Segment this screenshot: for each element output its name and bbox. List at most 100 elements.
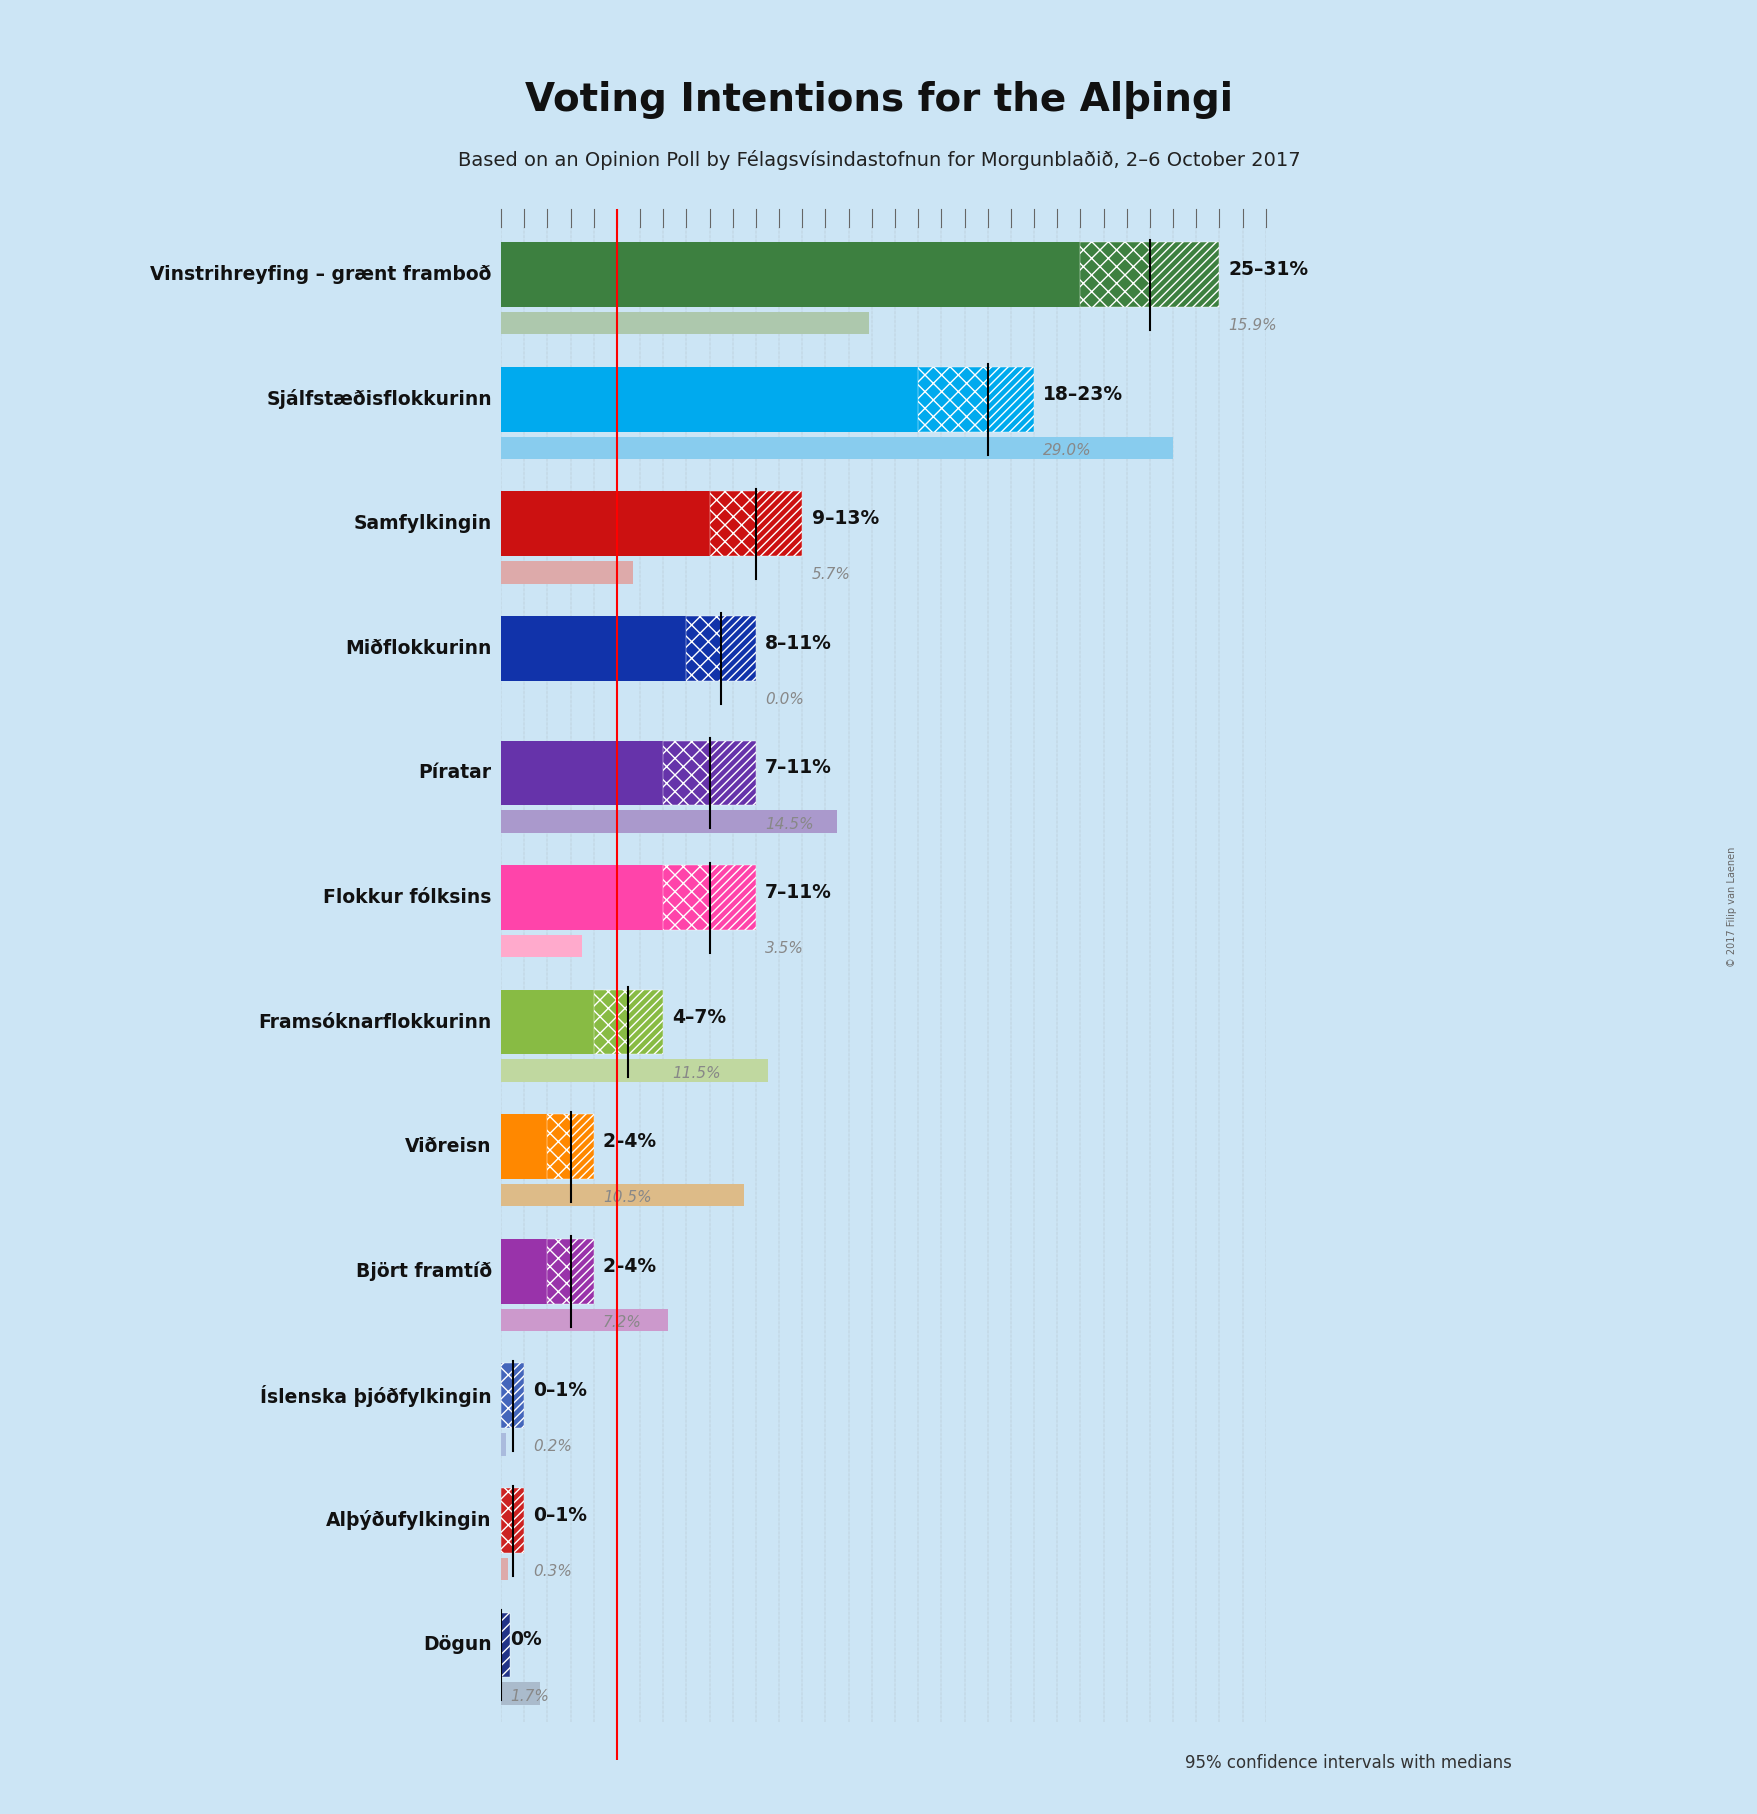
Bar (501, 1613, 510, 1678)
Text: 0.0%: 0.0% (764, 691, 803, 707)
Text: Björt framtíð: Björt framtíð (355, 1261, 492, 1281)
Bar (501, 990, 594, 1054)
Bar (1149, 243, 1219, 307)
Bar (756, 492, 801, 557)
Bar (720, 617, 756, 680)
Text: 2–4%: 2–4% (603, 1132, 657, 1152)
Bar (662, 865, 710, 931)
Text: 7–11%: 7–11% (764, 883, 831, 902)
Text: Framsóknarflokkurinn: Framsóknarflokkurinn (258, 1012, 492, 1032)
Text: 10.5%: 10.5% (603, 1190, 652, 1204)
Text: 4–7%: 4–7% (673, 1007, 726, 1027)
Bar (501, 1308, 668, 1331)
Bar (513, 1487, 524, 1553)
Bar (710, 740, 756, 805)
Bar (594, 990, 629, 1054)
Text: 5.7%: 5.7% (812, 568, 850, 582)
Text: Dögun: Dögun (423, 1636, 492, 1654)
Text: 7–11%: 7–11% (764, 758, 831, 778)
Bar (546, 1114, 571, 1179)
Bar (501, 437, 1172, 459)
Bar (501, 492, 710, 557)
Text: 9–13%: 9–13% (812, 510, 878, 528)
Bar (501, 1114, 546, 1179)
Bar (501, 1558, 508, 1580)
Bar (501, 1433, 506, 1455)
Bar (501, 1185, 743, 1206)
Bar (571, 1114, 594, 1179)
Bar (501, 561, 633, 584)
Bar (513, 1364, 524, 1428)
Bar (594, 990, 629, 1054)
Text: Píratar: Píratar (418, 764, 492, 782)
Text: 18–23%: 18–23% (1042, 385, 1123, 405)
Text: Samfylkingin: Samfylkingin (353, 515, 492, 533)
Bar (917, 366, 987, 432)
Bar (710, 492, 756, 557)
Text: 95% confidence intervals with medians: 95% confidence intervals with medians (1184, 1754, 1511, 1772)
Bar (1081, 243, 1149, 307)
Bar (710, 492, 756, 557)
Bar (501, 865, 662, 931)
Text: 1.7%: 1.7% (510, 1689, 548, 1703)
Bar (513, 1364, 524, 1428)
Text: 25–31%: 25–31% (1228, 259, 1307, 279)
Bar (501, 366, 917, 432)
Bar (513, 1487, 524, 1553)
Text: 14.5%: 14.5% (764, 816, 813, 831)
Bar (546, 1114, 571, 1179)
Text: 8–11%: 8–11% (764, 633, 831, 653)
Bar (501, 811, 836, 833)
Bar (571, 1239, 594, 1304)
Bar (546, 1239, 571, 1304)
Text: 3.5%: 3.5% (764, 941, 803, 956)
Text: 0.3%: 0.3% (532, 1564, 573, 1578)
Bar (685, 617, 720, 680)
Bar (987, 366, 1033, 432)
Text: 2–4%: 2–4% (603, 1257, 657, 1275)
Bar (710, 865, 756, 931)
Bar (987, 366, 1033, 432)
Bar (710, 740, 756, 805)
Bar (571, 1239, 594, 1304)
Bar (546, 1239, 571, 1304)
Text: Vinstrihreyfing – grænt framboð: Vinstrihreyfing – grænt framboð (151, 265, 492, 285)
Text: 0–1%: 0–1% (532, 1506, 587, 1526)
Bar (917, 366, 987, 432)
Bar (720, 617, 756, 680)
Bar (1149, 243, 1219, 307)
Bar (710, 865, 756, 931)
Text: Alþýðufylkingin: Alþýðufylkingin (327, 1511, 492, 1531)
Bar (501, 1059, 768, 1081)
Bar (1081, 243, 1149, 307)
Text: 0%: 0% (510, 1631, 541, 1649)
Text: 11.5%: 11.5% (673, 1065, 720, 1081)
Bar (501, 617, 685, 680)
Bar (501, 1364, 513, 1428)
Bar (501, 1682, 539, 1705)
Bar (501, 1487, 513, 1553)
Bar (501, 312, 870, 334)
Bar (501, 934, 582, 958)
Text: 0.2%: 0.2% (532, 1439, 573, 1455)
Bar (501, 1239, 546, 1304)
Bar (629, 990, 662, 1054)
Text: 0–1%: 0–1% (532, 1380, 587, 1400)
Text: Sjálfstæðisflokkurinn: Sjálfstæðisflokkurinn (265, 390, 492, 410)
Bar (662, 740, 710, 805)
Text: Based on an Opinion Poll by Félagsvísindastofnun for Morgunblaðið, 2–6 October 2: Based on an Opinion Poll by Félagsvísind… (457, 149, 1300, 171)
Bar (756, 492, 801, 557)
Text: 7.2%: 7.2% (603, 1315, 641, 1330)
Text: Íslenska þjóðfylkingin: Íslenska þjóðfylkingin (260, 1384, 492, 1408)
Bar (501, 1364, 513, 1428)
Text: Voting Intentions for the Alþingi: Voting Intentions for the Alþingi (525, 82, 1232, 118)
Bar (501, 243, 1081, 307)
Bar (501, 1487, 513, 1553)
Text: Flokkur fólksins: Flokkur fólksins (323, 889, 492, 907)
Bar (629, 990, 662, 1054)
Bar (685, 617, 720, 680)
Bar (501, 1613, 510, 1678)
Bar (571, 1114, 594, 1179)
Text: Viðreisn: Viðreisn (406, 1137, 492, 1156)
Bar (662, 740, 710, 805)
